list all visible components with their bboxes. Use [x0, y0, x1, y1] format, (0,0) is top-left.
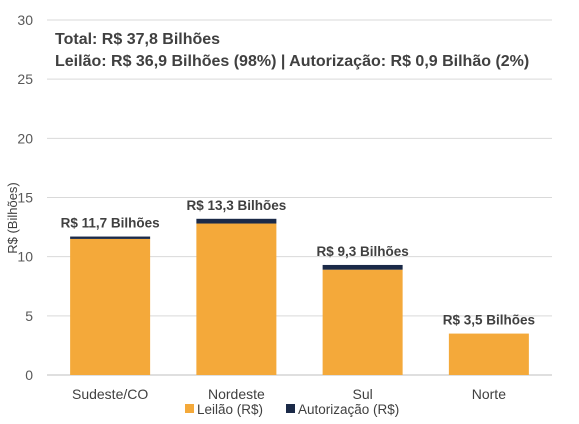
bar-total-label: R$ 11,7 Bilhões — [61, 216, 160, 231]
y-tick-label: 0 — [25, 367, 33, 383]
legend: Leilão (R$) Autorização (R$) — [185, 402, 399, 417]
y-axis-label: R$ (Bilhões) — [5, 182, 20, 254]
title-line-1: Total: R$ 37,8 Bilhões — [55, 31, 220, 48]
bar-leilao — [322, 269, 403, 375]
bars — [70, 218, 529, 375]
category-label: Norte — [472, 386, 506, 402]
y-tick-label: 15 — [17, 190, 33, 206]
title-line-2: Leilão: R$ 36,9 Bilhões (98%) | Autoriza… — [55, 53, 529, 70]
y-tick-label: 5 — [25, 308, 33, 324]
bar-leilao — [196, 223, 277, 375]
category-label: Sul — [353, 386, 373, 402]
bar-autorizacao — [322, 264, 403, 270]
y-tick-label: 10 — [17, 249, 33, 265]
category-label: Nordeste — [208, 386, 265, 402]
legend-label-leilao: Leilão (R$) — [197, 402, 263, 417]
bar-total-label: R$ 3,5 Bilhões — [443, 313, 535, 328]
bar-total-label: R$ 9,3 Bilhões — [316, 244, 408, 259]
bar-leilao — [70, 238, 151, 375]
bar-leilao — [448, 333, 529, 375]
category-label: Sudeste/CO — [72, 386, 148, 402]
bar-labels: R$ 11,7 Bilhões R$ 13,3 Bilhões R$ 9,3 Bil… — [61, 198, 535, 328]
y-tick-labels: 0 5 10 15 20 25 30 — [17, 12, 33, 383]
y-tick-label: 25 — [17, 71, 33, 87]
bar-total-label: R$ 13,3 Bilhões — [186, 198, 286, 213]
legend-swatch-autorizacao — [286, 404, 295, 413]
legend-label-autorizacao: Autorização (R$) — [298, 402, 399, 417]
bar-autorizacao — [196, 218, 277, 224]
legend-swatch-leilao — [185, 404, 194, 413]
y-tick-label: 30 — [17, 12, 33, 28]
y-tick-label: 20 — [17, 130, 33, 146]
bar-autorizacao — [70, 236, 151, 239]
category-labels: Sudeste/CO Nordeste Sul Norte — [72, 386, 506, 402]
